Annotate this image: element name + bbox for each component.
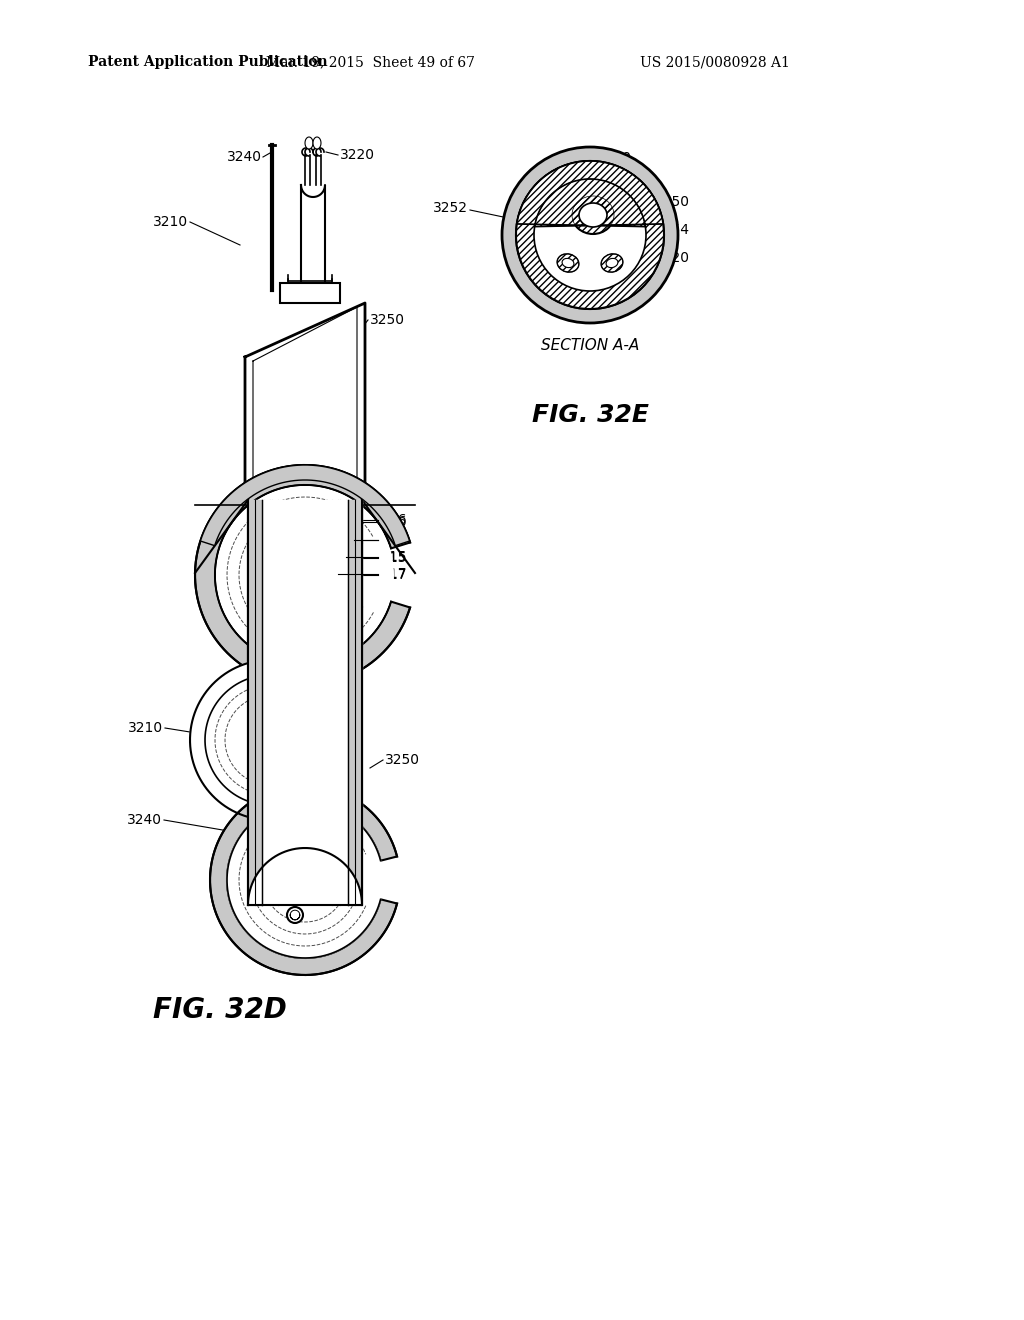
Ellipse shape bbox=[562, 259, 573, 268]
Text: 3240: 3240 bbox=[227, 150, 262, 164]
Text: 3240: 3240 bbox=[597, 150, 632, 165]
Text: FIG. 32E: FIG. 32E bbox=[531, 403, 648, 426]
Polygon shape bbox=[227, 803, 381, 958]
Circle shape bbox=[502, 147, 678, 323]
Text: 3220: 3220 bbox=[655, 251, 690, 265]
Polygon shape bbox=[305, 137, 313, 149]
Text: 3252: 3252 bbox=[433, 201, 468, 215]
Text: 117: 117 bbox=[380, 568, 407, 582]
Text: 117: 117 bbox=[380, 568, 407, 581]
Text: 130: 130 bbox=[255, 939, 282, 953]
Polygon shape bbox=[346, 500, 354, 660]
Polygon shape bbox=[248, 847, 362, 906]
Circle shape bbox=[216, 486, 394, 664]
Ellipse shape bbox=[579, 203, 607, 227]
Text: 3210: 3210 bbox=[153, 215, 188, 228]
Ellipse shape bbox=[557, 253, 579, 272]
Polygon shape bbox=[248, 500, 262, 906]
Circle shape bbox=[534, 180, 646, 290]
Polygon shape bbox=[210, 785, 397, 975]
Ellipse shape bbox=[572, 195, 614, 234]
Polygon shape bbox=[348, 500, 362, 906]
Text: A: A bbox=[284, 286, 292, 300]
Circle shape bbox=[287, 907, 303, 923]
Text: 113: 113 bbox=[380, 533, 407, 546]
Polygon shape bbox=[517, 161, 664, 227]
Text: 3250: 3250 bbox=[655, 195, 690, 209]
Text: 3250: 3250 bbox=[385, 752, 420, 767]
Text: 3210: 3210 bbox=[128, 721, 163, 735]
Polygon shape bbox=[262, 500, 348, 660]
Text: 3240: 3240 bbox=[127, 813, 162, 828]
Text: 113: 113 bbox=[380, 533, 407, 546]
Ellipse shape bbox=[601, 253, 623, 272]
Polygon shape bbox=[313, 137, 321, 149]
Text: 116: 116 bbox=[380, 513, 407, 527]
Text: Patent Application Publication: Patent Application Publication bbox=[88, 55, 328, 69]
Text: 115: 115 bbox=[380, 550, 407, 564]
Polygon shape bbox=[201, 465, 410, 545]
Polygon shape bbox=[245, 304, 365, 500]
Text: 3250: 3250 bbox=[370, 313, 406, 327]
Text: US 2015/0080928 A1: US 2015/0080928 A1 bbox=[640, 55, 790, 69]
Polygon shape bbox=[195, 465, 410, 685]
Polygon shape bbox=[190, 660, 350, 820]
Text: 3222: 3222 bbox=[318, 913, 353, 927]
Text: 116: 116 bbox=[380, 515, 407, 529]
Polygon shape bbox=[248, 500, 256, 660]
Text: 3220: 3220 bbox=[340, 148, 375, 162]
Text: SECTION A-A: SECTION A-A bbox=[541, 338, 639, 354]
Text: 3254: 3254 bbox=[655, 223, 690, 238]
Ellipse shape bbox=[606, 259, 617, 268]
Text: 115: 115 bbox=[380, 550, 407, 565]
Circle shape bbox=[516, 161, 664, 309]
Text: FIG. 32D: FIG. 32D bbox=[154, 997, 287, 1024]
Polygon shape bbox=[262, 500, 348, 906]
Circle shape bbox=[516, 161, 664, 309]
Text: A: A bbox=[328, 286, 336, 300]
Polygon shape bbox=[301, 185, 325, 285]
Text: Mar. 19, 2015  Sheet 49 of 67: Mar. 19, 2015 Sheet 49 of 67 bbox=[265, 55, 474, 69]
Polygon shape bbox=[256, 500, 264, 660]
Polygon shape bbox=[354, 500, 362, 660]
Polygon shape bbox=[280, 282, 340, 304]
